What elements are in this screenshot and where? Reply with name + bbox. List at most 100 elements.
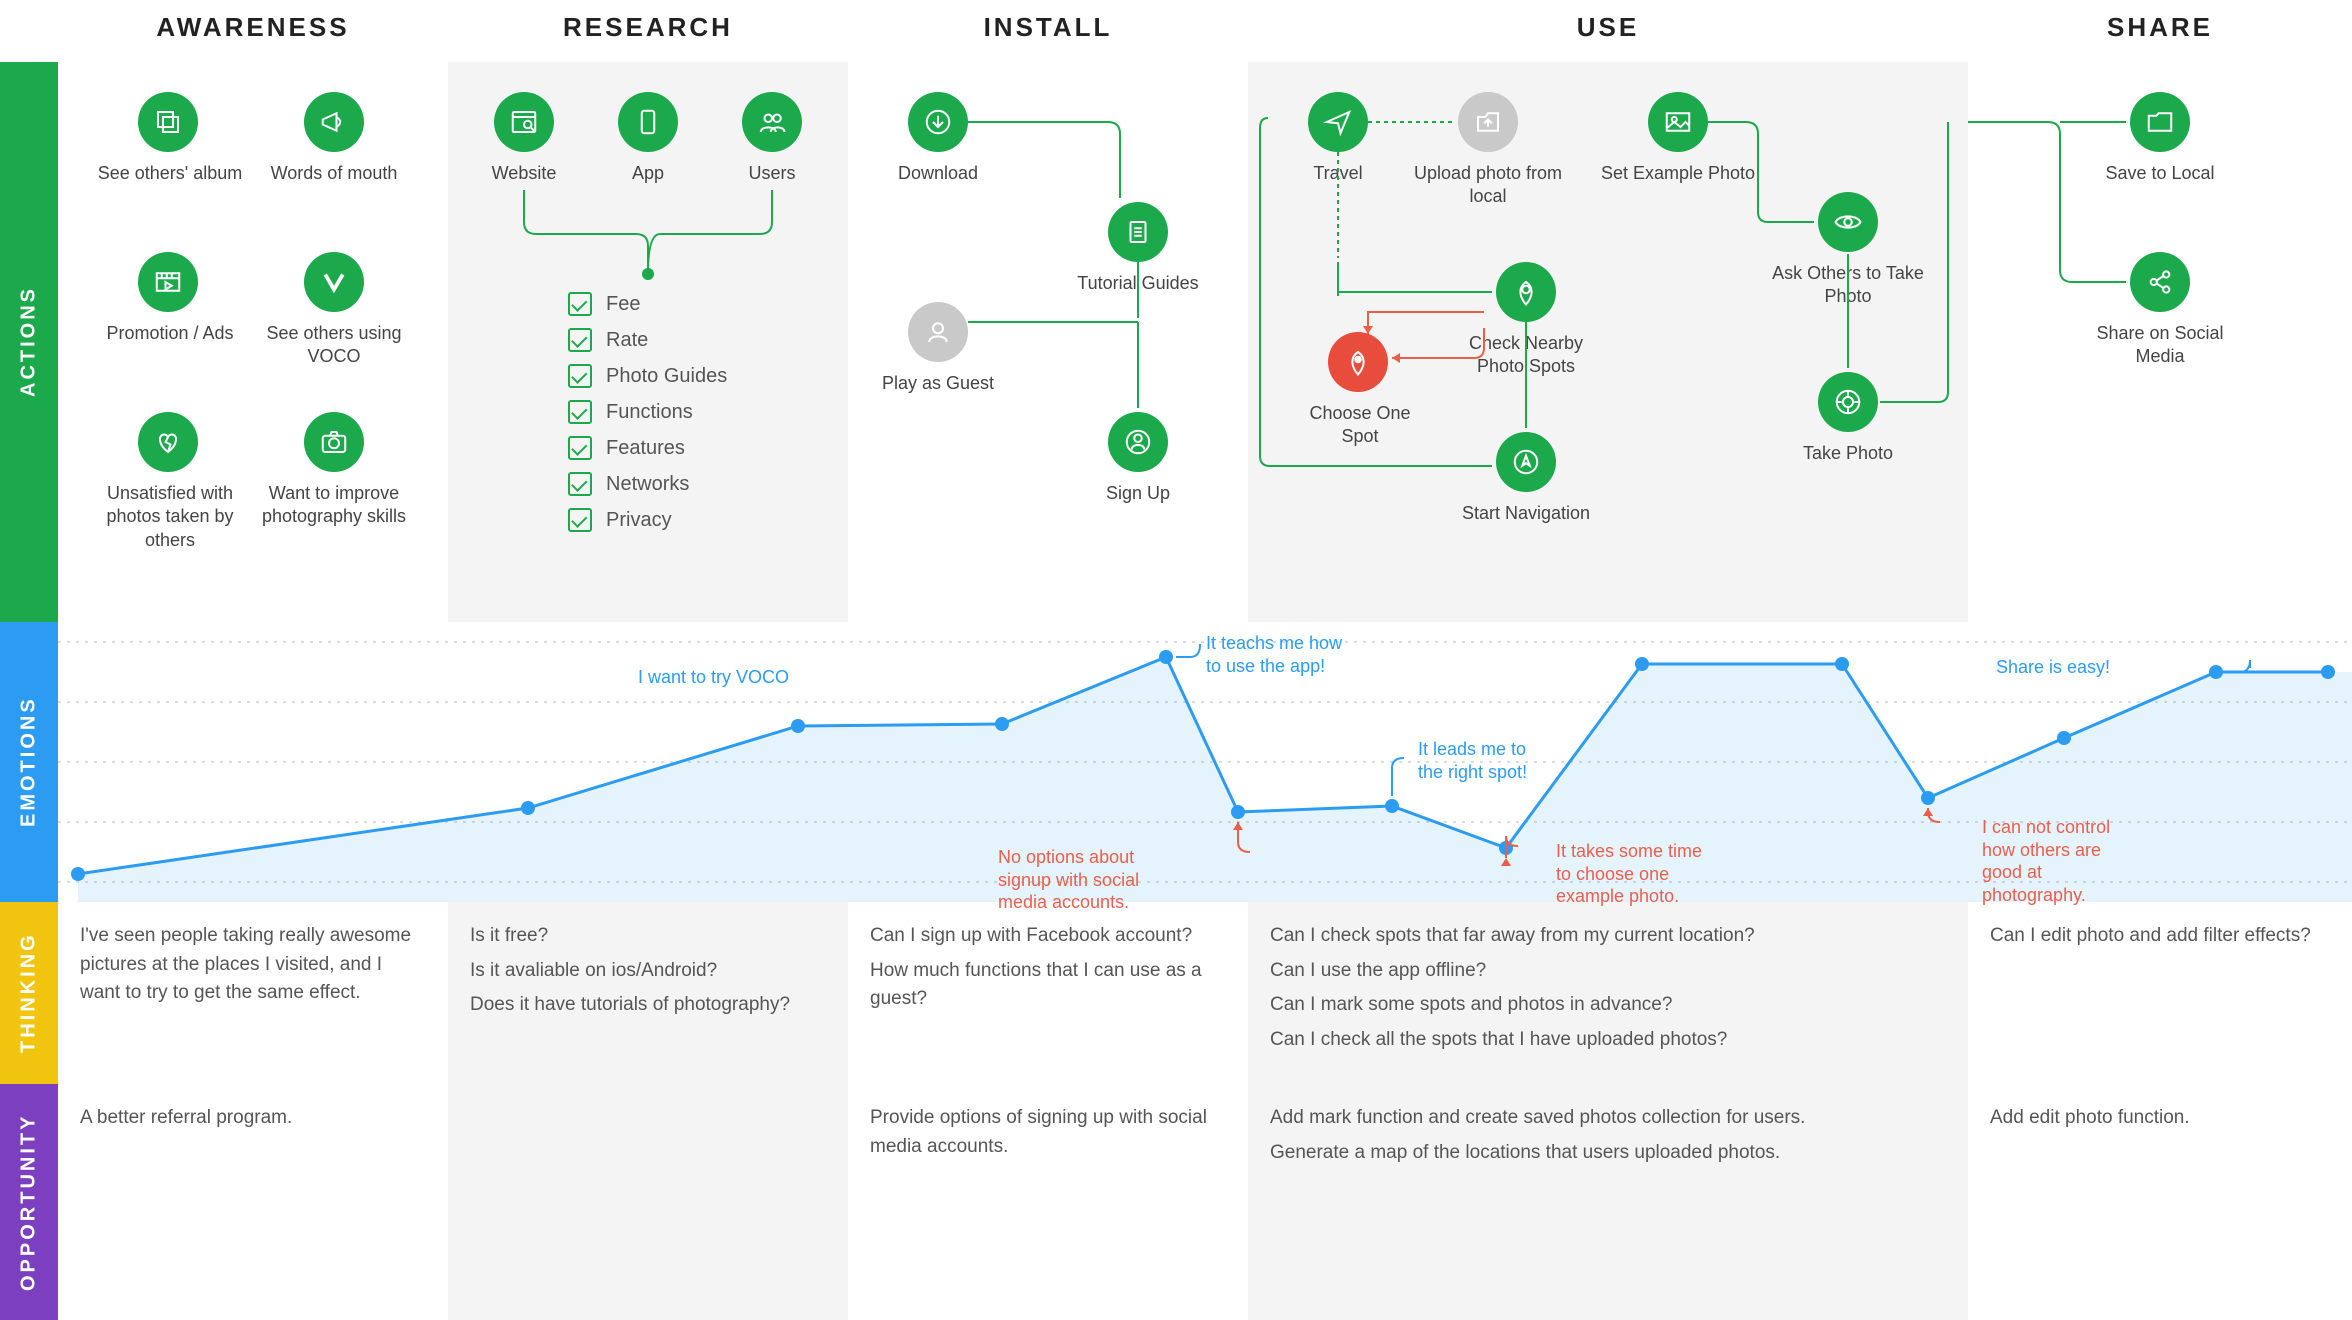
- text-line: Add mark function and create saved photo…: [1270, 1104, 1946, 1133]
- checkbox-icon: [568, 508, 592, 532]
- opportunity-research: [448, 1084, 848, 1320]
- col-install: Download Tutorial Guides Play as Guest S…: [848, 62, 1248, 622]
- browser-icon: [494, 92, 554, 152]
- vtab-emotions: EMOTIONS: [0, 622, 58, 902]
- phone-icon: [618, 92, 678, 152]
- text-line: Is it avaliable on ios/Android?: [470, 957, 826, 986]
- vtabs-spacer: [0, 0, 58, 62]
- guest-icon: [908, 302, 968, 362]
- stage-header-install: INSTALL: [848, 0, 1248, 62]
- stage-header-share: SHARE: [1968, 0, 2352, 62]
- heart-broken-icon: [138, 412, 198, 472]
- cap-app: App: [588, 162, 708, 185]
- shutter-icon: [1818, 372, 1878, 432]
- actions-row: See others' album Words of mouth Promoti…: [58, 62, 2352, 622]
- check-label: Rate: [606, 329, 648, 352]
- opportunity-share: Add edit photo function.: [1968, 1084, 2352, 1320]
- text-line: Add edit photo function.: [1990, 1104, 2330, 1133]
- thinking-research: Is it free? Is it avaliable on ios/Androi…: [448, 902, 848, 1084]
- cap-choose-spot: Choose One Spot: [1300, 402, 1420, 449]
- cap-mouth: Words of mouth: [254, 162, 414, 185]
- emotion-annotation: No options aboutsignup with socialmedia …: [998, 846, 1139, 914]
- v-logo-icon: [304, 252, 364, 312]
- thinking-use: Can I check spots that far away from my …: [1248, 902, 1968, 1084]
- upload-icon: [1458, 92, 1518, 152]
- clipboard-icon: [1108, 202, 1168, 262]
- folder-icon: [2130, 92, 2190, 152]
- text-line: How much functions that I can use as a g…: [870, 957, 1226, 1014]
- cap-unsatisfied: Unsatisfied with photos taken by others: [90, 482, 250, 552]
- emotion-annotation: I want to try VOCO: [638, 666, 789, 689]
- thinking-row: I've seen people taking really awesome p…: [58, 902, 2352, 1084]
- cap-nav: Start Navigation: [1446, 502, 1606, 525]
- cap-travel: Travel: [1278, 162, 1398, 185]
- emotion-annotation: I can not controlhow others aregood atph…: [1982, 816, 2110, 906]
- stage-header-awareness: AWARENESS: [58, 0, 448, 62]
- checkbox-icon: [568, 364, 592, 388]
- plane-icon: [1308, 92, 1368, 152]
- cap-signup: Sign Up: [1058, 482, 1218, 505]
- cap-take-photo: Take Photo: [1768, 442, 1928, 465]
- text-line: Can I use the app offline?: [1270, 957, 1946, 986]
- text-line: Generate a map of the locations that use…: [1270, 1139, 1946, 1168]
- opportunity-row: A better referral program. Provide optio…: [58, 1084, 2352, 1320]
- cap-promo: Promotion / Ads: [90, 322, 250, 345]
- check-fee: Fee: [568, 292, 727, 316]
- thinking-share: Can I edit photo and add filter effects?: [1968, 902, 2352, 1084]
- cap-website: Website: [464, 162, 584, 185]
- text-line: Does it have tutorials of photography?: [470, 991, 826, 1020]
- users-icon: [742, 92, 802, 152]
- cap-album: See others' album: [90, 162, 250, 185]
- vtab-thinking: THINKING: [0, 902, 58, 1084]
- text-line: Is it free?: [470, 922, 826, 951]
- cap-share-social: Share on Social Media: [2080, 322, 2240, 369]
- emotion-annotation: It takes some timeto choose oneexample p…: [1556, 840, 1702, 908]
- checkbox-icon: [568, 292, 592, 316]
- checkbox-icon: [568, 472, 592, 496]
- opportunity-install: Provide options of signing up with socia…: [848, 1084, 1248, 1320]
- text-line: I've seen people taking really awesome p…: [80, 922, 426, 1008]
- cap-save-local: Save to Local: [2080, 162, 2240, 185]
- check-rate: Rate: [568, 328, 727, 352]
- text-line: Can I check all the spots that I have up…: [1270, 1026, 1946, 1055]
- text-line: Can I sign up with Facebook account?: [870, 922, 1226, 951]
- check-networks: Networks: [568, 472, 727, 496]
- check-guides: Photo Guides: [568, 364, 727, 388]
- thinking-awareness: I've seen people taking really awesome p…: [58, 902, 448, 1084]
- opportunity-awareness: A better referral program.: [58, 1084, 448, 1320]
- research-checklist: Fee Rate Photo Guides Functions Features…: [568, 292, 727, 544]
- album-icon: [138, 92, 198, 152]
- check-label: Privacy: [606, 509, 672, 532]
- vtab-actions: ACTIONS: [0, 62, 58, 622]
- stage-header-research: RESEARCH: [448, 0, 848, 62]
- emotion-annotation: Share is easy!: [1996, 656, 2110, 679]
- check-label: Photo Guides: [606, 365, 727, 388]
- check-label: Functions: [606, 401, 693, 424]
- cap-users: Users: [712, 162, 832, 185]
- pin-icon: [1496, 262, 1556, 322]
- opportunity-use: Add mark function and create saved photo…: [1248, 1084, 1968, 1320]
- cap-upload: Upload photo from local: [1408, 162, 1568, 209]
- checkbox-icon: [568, 400, 592, 424]
- download-icon: [908, 92, 968, 152]
- cap-ask: Ask Others to Take Photo: [1768, 262, 1928, 309]
- check-label: Fee: [606, 293, 640, 316]
- stage-header-use: USE: [1248, 0, 1968, 62]
- check-functions: Functions: [568, 400, 727, 424]
- text-line: A better referral program.: [80, 1104, 426, 1133]
- checkbox-icon: [568, 328, 592, 352]
- cap-tutorial: Tutorial Guides: [1058, 272, 1218, 295]
- emotions-row: I want to try VOCOIt teachs me howto use…: [58, 622, 2352, 902]
- check-label: Features: [606, 437, 685, 460]
- checkbox-icon: [568, 436, 592, 460]
- cap-improve: Want to improve photography skills: [254, 482, 414, 529]
- spot-icon: [1328, 332, 1388, 392]
- text-line: Provide options of signing up with socia…: [870, 1104, 1226, 1161]
- share-icon: [2130, 252, 2190, 312]
- cap-voco: See others using VOCO: [254, 322, 414, 369]
- emotion-annotation: It leads me tothe right spot!: [1418, 738, 1527, 783]
- stage-headers: AWARENESS RESEARCH INSTALL USE SHARE: [58, 0, 2352, 62]
- photo-icon: [1648, 92, 1708, 152]
- cap-nearby: Check Nearby Photo Spots: [1446, 332, 1606, 379]
- col-share: Save to Local Share on Social Media: [1968, 62, 2352, 622]
